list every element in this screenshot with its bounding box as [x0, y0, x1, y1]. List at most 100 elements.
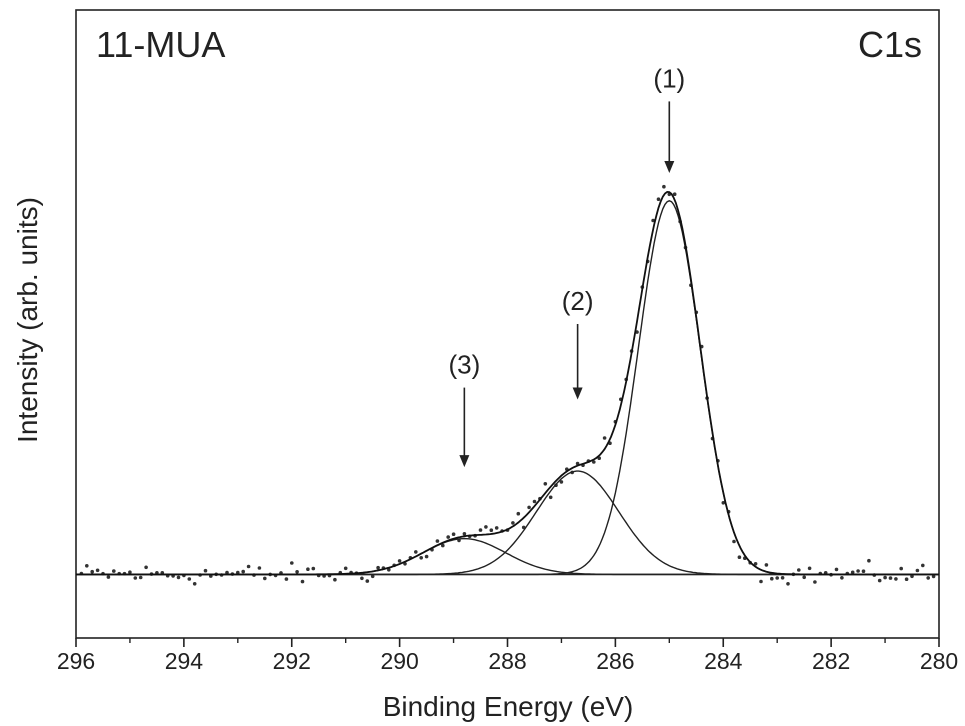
data-point — [478, 528, 483, 532]
data-point — [138, 575, 143, 580]
data-point — [532, 499, 537, 504]
component-curve-1 — [76, 200, 939, 576]
data-point — [257, 566, 262, 570]
data-point — [387, 568, 391, 572]
data-point — [543, 482, 548, 486]
x-tick-label: 294 — [165, 648, 204, 674]
data-point — [360, 576, 364, 581]
data-point — [527, 505, 531, 510]
data-point — [721, 501, 726, 505]
peak-arrow-head-3 — [459, 455, 470, 468]
data-point — [343, 566, 348, 571]
x-tick-label: 288 — [488, 648, 526, 674]
data-point — [300, 579, 305, 584]
data-point — [236, 570, 240, 575]
x-axis: 296 294 292 290 288 286 284 282 280 — [57, 638, 958, 674]
data-point — [861, 569, 866, 573]
peak-label-3: (3) — [448, 350, 480, 380]
data-point — [732, 539, 736, 544]
data-point — [867, 558, 871, 563]
data-point — [877, 578, 882, 583]
data-point — [511, 521, 515, 525]
data-point — [797, 568, 801, 572]
data-point — [424, 554, 429, 559]
data-point — [133, 576, 138, 580]
data-point — [764, 563, 769, 567]
data-point — [451, 532, 456, 536]
data-point — [414, 550, 418, 554]
data-point — [144, 565, 148, 570]
x-tick-label: 280 — [920, 648, 958, 674]
data-point — [446, 535, 451, 539]
data-point — [548, 495, 553, 500]
data-point — [484, 525, 488, 529]
data-point — [176, 575, 181, 580]
data-point — [904, 577, 909, 581]
data-point — [883, 575, 887, 580]
data-point — [753, 562, 758, 566]
data-point — [915, 568, 920, 573]
data-point — [840, 576, 844, 580]
x-tick-label: 290 — [380, 648, 418, 674]
x-tick-label: 284 — [704, 648, 743, 674]
peak-label-1: (1) — [653, 63, 685, 93]
data-point — [263, 576, 267, 581]
panel-label: 11-MUA — [96, 24, 225, 65]
data-point — [370, 574, 375, 579]
data-point — [494, 526, 499, 530]
data-point — [128, 570, 132, 574]
envelope-fit-curve — [76, 190, 939, 576]
data-point — [462, 532, 467, 536]
x-tick-label: 296 — [57, 648, 95, 674]
data-point — [737, 555, 742, 559]
peak-label-2: (2) — [562, 286, 594, 316]
x-tick-label: 282 — [812, 648, 850, 674]
data-point — [850, 570, 855, 575]
data-point — [813, 580, 817, 584]
data-point — [780, 576, 785, 580]
data-point — [888, 576, 893, 580]
component-curve-2 — [76, 470, 939, 576]
data-point — [856, 569, 860, 573]
data-point — [419, 556, 424, 560]
data-point — [376, 565, 380, 570]
peak-annotations: (1) (2) (3) — [448, 63, 685, 468]
peak-arrow-head-2 — [572, 387, 583, 400]
fit-curves — [76, 190, 939, 576]
data-points — [79, 184, 936, 586]
x-tick-label: 286 — [596, 648, 634, 674]
data-point — [662, 184, 666, 189]
data-point — [333, 577, 337, 582]
data-point — [284, 577, 289, 581]
data-point — [311, 566, 316, 571]
data-point — [656, 197, 661, 201]
data-point — [241, 569, 245, 574]
data-point — [807, 566, 812, 571]
data-point — [651, 218, 655, 223]
data-point — [759, 579, 763, 584]
data-point — [802, 575, 806, 580]
data-point — [894, 577, 898, 581]
data-point — [192, 582, 197, 586]
data-point — [95, 568, 100, 573]
data-point — [602, 436, 607, 440]
data-point — [85, 564, 89, 568]
data-point — [592, 460, 596, 464]
data-point — [910, 574, 914, 579]
region-label: C1s — [858, 24, 922, 65]
data-point — [672, 192, 677, 196]
data-point — [290, 561, 294, 565]
data-point — [397, 559, 402, 563]
data-point — [246, 564, 251, 569]
data-point — [441, 543, 445, 548]
data-point — [295, 570, 299, 574]
data-point — [203, 568, 208, 573]
data-point — [90, 569, 94, 574]
x-tick-label: 292 — [273, 648, 311, 674]
data-point — [435, 539, 440, 543]
peak-arrow-head-1 — [664, 160, 675, 173]
data-point — [834, 567, 839, 572]
data-point — [306, 567, 310, 571]
x-axis-title: Binding Energy (eV) — [383, 691, 634, 722]
